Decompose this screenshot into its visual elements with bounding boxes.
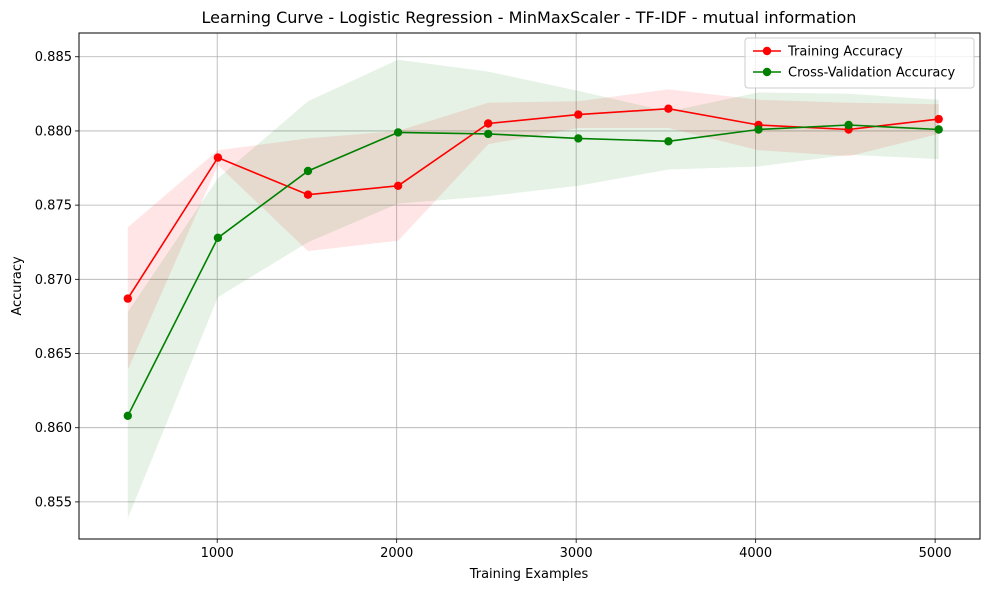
legend: Training Accuracy Cross-Validation Accura… xyxy=(744,37,975,89)
cv-accuracy-point xyxy=(754,125,763,134)
cv-accuracy-point xyxy=(844,120,853,130)
cv-accuracy-line xyxy=(127,124,939,417)
legend-label-cv-accuracy: Cross-Validation Accuracy xyxy=(788,66,956,81)
training-accuracy-band xyxy=(127,89,939,370)
cv-accuracy-point xyxy=(303,166,313,176)
cv-accuracy-point xyxy=(934,125,943,134)
confidence-bands xyxy=(127,59,939,519)
legend-marker-cv-accuracy xyxy=(762,67,772,77)
y-tick-label: 0.885 xyxy=(35,50,72,65)
training-accuracy-point xyxy=(574,110,583,119)
y-tick-label: 0.855 xyxy=(35,495,72,510)
y-tick-label: 0.880 xyxy=(35,124,72,139)
training-accuracy-point xyxy=(303,190,313,199)
chart-title: Learning Curve - Logistic Regression - M… xyxy=(202,8,857,27)
training-accuracy-point xyxy=(213,153,223,162)
cv-accuracy-point xyxy=(393,128,403,137)
training-accuracy-point xyxy=(484,119,493,128)
training-accuracy-point xyxy=(664,104,673,113)
training-accuracy-point xyxy=(393,181,403,190)
y-tick-label: 0.865 xyxy=(35,347,72,362)
axis-ticks: 1000 2000 3000 4000 5000 0.855 0.860 0.865 0.870… xyxy=(35,50,952,561)
training-accuracy-point xyxy=(934,114,943,124)
legend-box xyxy=(744,37,975,89)
y-tick-label: 0.860 xyxy=(35,421,72,436)
x-tick-label: 1000 xyxy=(201,546,234,561)
x-tick-label: 3000 xyxy=(560,546,593,561)
x-tick-label: 2000 xyxy=(380,546,413,561)
y-tick-label: 0.875 xyxy=(35,199,72,214)
cv-accuracy-point xyxy=(664,137,673,146)
cv-accuracy-band xyxy=(127,59,939,519)
x-tick-label: 4000 xyxy=(739,546,772,561)
cv-accuracy-point xyxy=(484,129,493,139)
y-tick-label: 0.870 xyxy=(35,273,72,288)
legend-label-training-accuracy: Training Accuracy xyxy=(787,45,903,60)
x-tick-label: 5000 xyxy=(919,546,952,561)
cv-accuracy-point xyxy=(123,411,132,420)
cv-accuracy-point xyxy=(213,233,223,242)
plot-frame xyxy=(78,32,981,540)
legend-marker-training-accuracy xyxy=(762,46,772,56)
cv-accuracy-point xyxy=(574,134,583,143)
y-axis-label: Accuracy xyxy=(10,256,25,316)
training-accuracy-point xyxy=(123,294,132,303)
x-axis-label: Training Examples xyxy=(469,567,589,582)
series-lines xyxy=(123,104,943,420)
